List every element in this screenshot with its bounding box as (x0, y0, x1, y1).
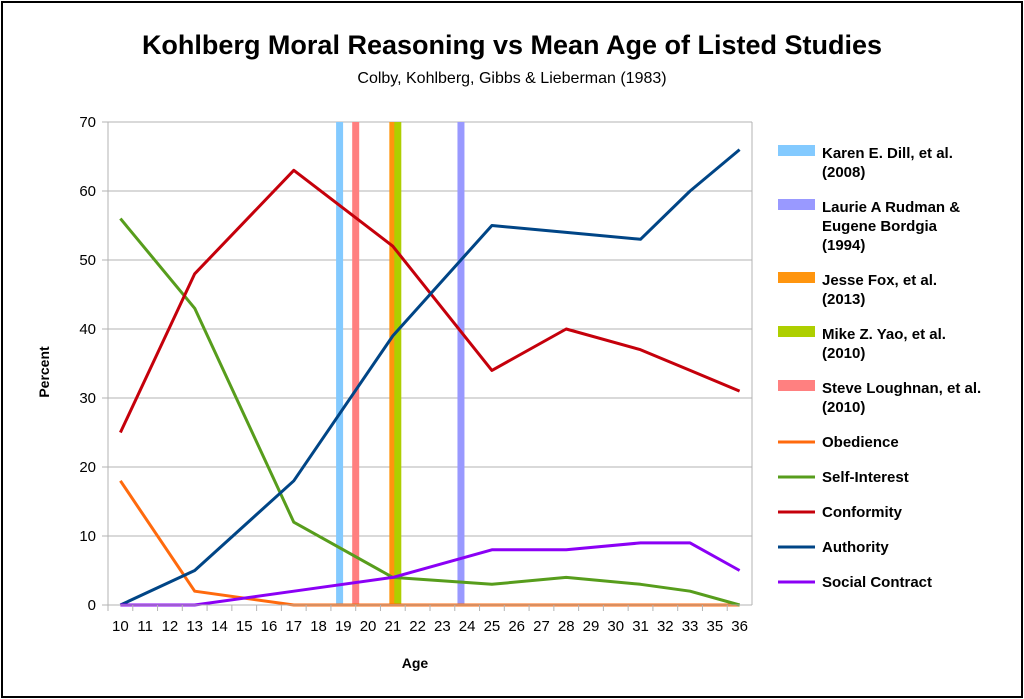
legend-label: (2013) (822, 291, 865, 308)
x-tick-label: 23 (434, 618, 451, 635)
x-tick-label: 31 (632, 618, 649, 635)
x-tick-label: 35 (707, 618, 724, 635)
y-tick-label: 50 (79, 252, 96, 269)
study-bar (457, 122, 465, 605)
study-bar (389, 122, 397, 605)
x-tick-label: 28 (558, 618, 575, 635)
legend-label: Obedience (822, 434, 899, 451)
x-tick-label: 30 (607, 618, 624, 635)
y-tick-label: 40 (79, 321, 96, 338)
legend-swatch (778, 199, 815, 210)
legend-label: Laurie A Rudman & (822, 199, 960, 216)
y-tick-label: 30 (79, 390, 96, 407)
series-line (119, 148, 741, 607)
x-tick-label: 20 (360, 618, 377, 635)
legend-swatch (778, 145, 815, 156)
x-tick-label: 32 (657, 618, 674, 635)
gridlines (108, 121, 752, 606)
legend-label: (2010) (822, 399, 865, 416)
x-tick-label: 10 (112, 618, 129, 635)
x-tick-label: 16 (261, 618, 278, 635)
y-tick-label: 70 (79, 114, 96, 131)
legend-label: Eugene Bordgia (822, 218, 938, 235)
legend-label: (2008) (822, 164, 865, 181)
x-tick-label: 15 (236, 618, 253, 635)
series-lines (119, 148, 741, 607)
legend-label: Steve Loughnan, et al. (822, 380, 981, 397)
legend-label: Authority (822, 539, 889, 556)
x-tick-label: 12 (162, 618, 179, 635)
series-line (120, 541, 741, 607)
x-tick-label: 26 (508, 618, 525, 635)
x-tick-label: 33 (682, 618, 699, 635)
series-line (119, 217, 741, 607)
legend-label: Mike Z. Yao, et al. (822, 326, 946, 343)
y-tick-label: 60 (79, 183, 96, 200)
x-tick-label: 24 (459, 618, 476, 635)
legend-label: Karen E. Dill, et al. (822, 145, 953, 162)
legend-label: Conformity (822, 504, 903, 521)
legend-swatch (778, 272, 815, 283)
chart-subtitle: Colby, Kohlberg, Gibbs & Lieberman (1983… (357, 70, 667, 87)
series-line (119, 168, 741, 434)
y-tick-label: 20 (79, 459, 96, 476)
y-tick-label: 10 (79, 528, 96, 545)
x-tick-label: 19 (335, 618, 352, 635)
y-axis-title: Percent (36, 346, 52, 398)
legend-label: (2010) (822, 345, 865, 362)
study-bar (394, 122, 402, 605)
legend-label: Social Contract (822, 574, 932, 591)
x-tick-label: 21 (385, 618, 402, 635)
study-bars (336, 122, 465, 605)
axes: 0 10 20 30 40 50 60 70 10 11 12 13 14 15 16 17 18 19 20 21 2… (79, 114, 753, 635)
x-tick-label: 27 (533, 618, 550, 635)
x-tick-label: 14 (211, 618, 228, 635)
study-bar (336, 122, 344, 605)
x-axis-title: Age (402, 655, 429, 671)
legend-swatch (778, 380, 815, 391)
x-tick-label: 25 (484, 618, 501, 635)
x-tick-label: 13 (186, 618, 203, 635)
legend-label: Jesse Fox, et al. (822, 272, 937, 289)
legend-label: Self-Interest (822, 469, 909, 486)
x-tick-label: 36 (731, 618, 748, 635)
y-tick-label: 0 (88, 597, 96, 614)
x-tick-label: 22 (409, 618, 426, 635)
x-tick-label: 17 (285, 618, 302, 635)
x-tick-label: 11 (137, 618, 153, 635)
study-bar (352, 122, 360, 605)
x-tick-label: 18 (310, 618, 327, 635)
chart-title: Kohlberg Moral Reasoning vs Mean Age of … (141, 30, 883, 60)
x-tick-label: 29 (583, 618, 600, 635)
legend-swatch (778, 326, 815, 337)
legend-label: (1994) (822, 237, 865, 254)
legend: Karen E. Dill, et al. (2008) Laurie A Rudm… (778, 145, 981, 591)
